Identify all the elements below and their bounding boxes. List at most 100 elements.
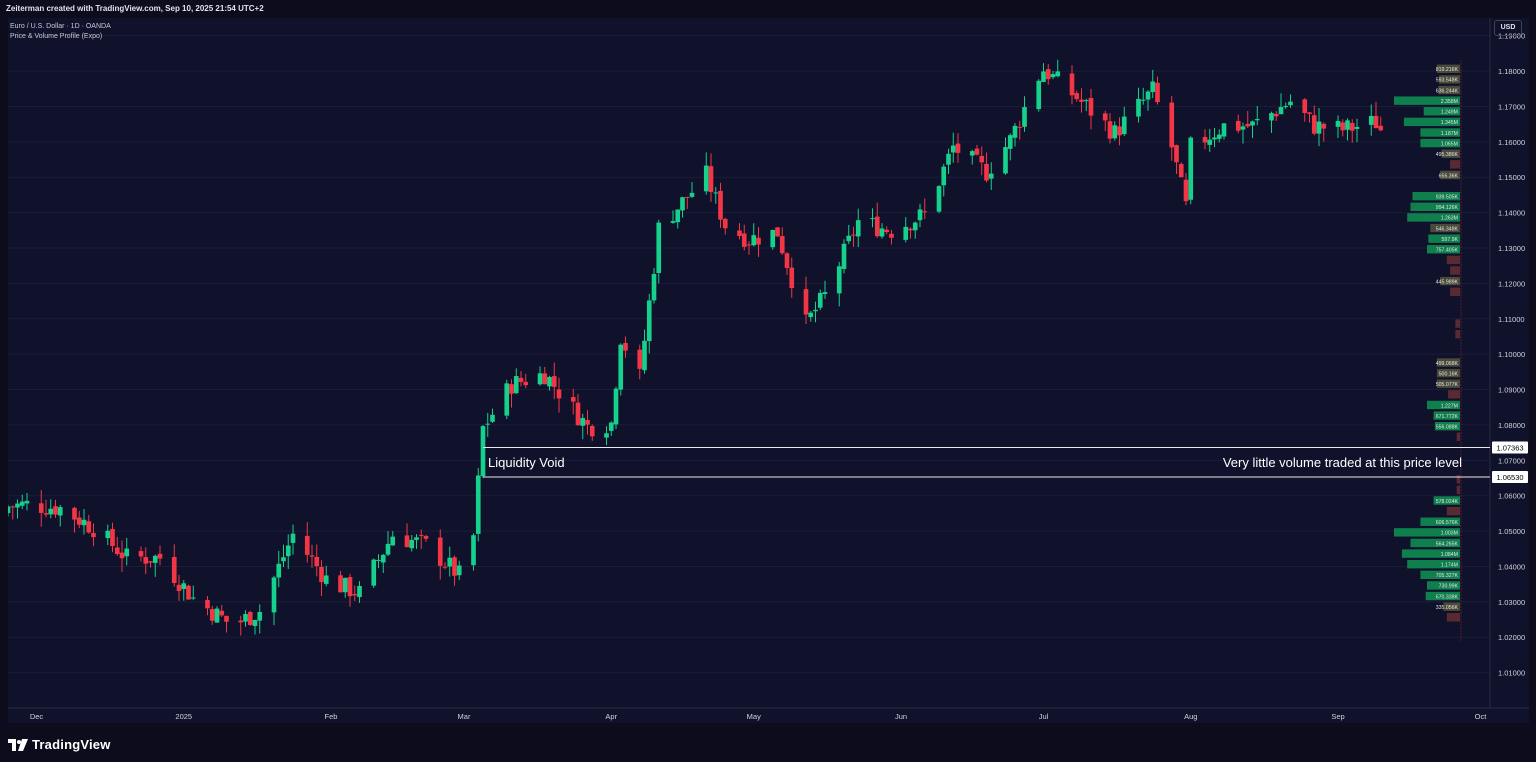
volume-profile-bar <box>1448 390 1460 399</box>
candle-body <box>442 566 448 568</box>
volume-profile-row: 656.36K <box>1439 170 1460 179</box>
candle <box>1117 117 1122 146</box>
candle-body <box>646 300 652 342</box>
currency-badge[interactable]: USD <box>1494 20 1522 36</box>
candle <box>1055 59 1061 78</box>
candle <box>110 522 115 553</box>
candle <box>257 604 263 634</box>
candle-body <box>81 519 87 526</box>
volume-profile-label: 730.99K <box>1439 584 1459 590</box>
candle <box>708 153 714 202</box>
candle-body <box>1250 121 1255 126</box>
candle-body <box>190 597 196 599</box>
volume-profile-row: 1.003M <box>1394 528 1460 537</box>
candle-body <box>1169 102 1175 148</box>
candle-body <box>1017 126 1023 128</box>
candle <box>1155 76 1160 105</box>
candle-body <box>8 506 11 514</box>
candlestick-chart[interactable]: 1.01000 1.02000 1.03000 1.04000 1.05000 1.060… <box>8 18 1529 723</box>
symbol-legend[interactable]: Euro / U.S. Dollar · 1D · OANDA <box>10 23 111 30</box>
candle-body <box>1216 134 1222 139</box>
volume-profile-bar <box>1443 602 1460 611</box>
volume-profile-label: 671.772K <box>1436 414 1459 420</box>
candle-body <box>1150 81 1156 93</box>
candle-body <box>1178 163 1184 178</box>
volume-profile-label: 819.216K <box>1436 67 1459 73</box>
candle-body <box>817 292 823 308</box>
candle <box>1041 63 1046 83</box>
candle-body <box>813 309 818 312</box>
volume-profile-bar <box>1420 138 1460 148</box>
volume-profile-row: 556.088K <box>1434 421 1460 430</box>
volume-profile-row: 2.358M <box>1394 96 1460 105</box>
candle <box>537 366 543 386</box>
volume-profile-bar <box>1446 255 1460 265</box>
candle-body <box>1288 101 1293 106</box>
candle <box>1321 122 1327 142</box>
volume-profile-row <box>1450 266 1460 275</box>
candle <box>1283 102 1289 109</box>
candle <box>290 524 296 555</box>
volume-profile-bar <box>1440 276 1460 286</box>
candle <box>271 575 277 626</box>
candle <box>946 148 951 174</box>
candle-body <box>575 402 581 426</box>
candle <box>314 544 320 577</box>
y-tick-label: 1.14000 <box>1498 209 1525 218</box>
candle <box>585 410 590 435</box>
candle <box>1340 119 1346 137</box>
candle-body <box>209 609 215 621</box>
candle-body <box>1003 147 1008 174</box>
y-tick-label: 1.08000 <box>1498 421 1525 430</box>
candle <box>1088 88 1094 130</box>
y-tick-label: 1.02000 <box>1498 633 1525 642</box>
candle <box>76 510 82 529</box>
candle-body <box>319 566 324 583</box>
candle <box>984 152 989 183</box>
candle <box>1207 128 1213 152</box>
candle <box>1136 87 1141 123</box>
candle <box>347 573 353 607</box>
candle-body <box>746 244 752 246</box>
candle <box>1349 119 1355 143</box>
candle-body <box>713 192 719 194</box>
chart-frame[interactable]: 1.01000 1.02000 1.03000 1.04000 1.05000 1.060… <box>8 18 1529 723</box>
volume-profile-bar <box>1430 223 1460 233</box>
volume-profile-bar <box>1403 117 1460 127</box>
candle <box>1083 98 1089 112</box>
volume-profile-bar <box>1436 358 1460 367</box>
candle <box>737 223 742 240</box>
y-tick-label: 1.13000 <box>1498 244 1525 253</box>
indicator-legend[interactable]: Price & Volume Profile (Expo) <box>10 33 103 40</box>
volume-profile-label: 1.084M <box>1441 552 1458 558</box>
candle <box>817 289 823 311</box>
candle <box>214 606 220 623</box>
candle <box>19 494 25 510</box>
candle <box>670 210 676 224</box>
volume-profile-label: 564.265K <box>1436 541 1459 547</box>
candle-body <box>24 500 30 504</box>
void-description-label: Very little volume traded at this price … <box>1223 455 1462 470</box>
candle <box>119 540 125 572</box>
x-tick-label: Jul <box>1039 712 1049 721</box>
volume-profile-bar <box>1420 128 1460 137</box>
volume-profile-label: 500.16K <box>1439 371 1459 377</box>
candle <box>1007 133 1013 161</box>
candle-body <box>1079 99 1084 102</box>
candle-body <box>1302 99 1308 113</box>
candle <box>851 226 856 247</box>
volume-profile-row: 500.16K <box>1436 368 1460 377</box>
candle <box>1273 111 1279 122</box>
candle-body <box>480 426 486 477</box>
candle-body <box>855 220 861 237</box>
candle <box>86 514 92 534</box>
candle <box>1368 104 1374 136</box>
tradingview-logo[interactable]: TradingView <box>8 737 111 752</box>
candle-body <box>1345 120 1350 130</box>
candle-body <box>342 577 348 593</box>
volume-profile-row <box>1446 255 1460 265</box>
volume-profile-row <box>1450 160 1460 169</box>
volume-profile-label: 1.174M <box>1441 562 1458 568</box>
candle-body <box>1340 122 1346 131</box>
x-tick-label: Apr <box>605 712 617 721</box>
